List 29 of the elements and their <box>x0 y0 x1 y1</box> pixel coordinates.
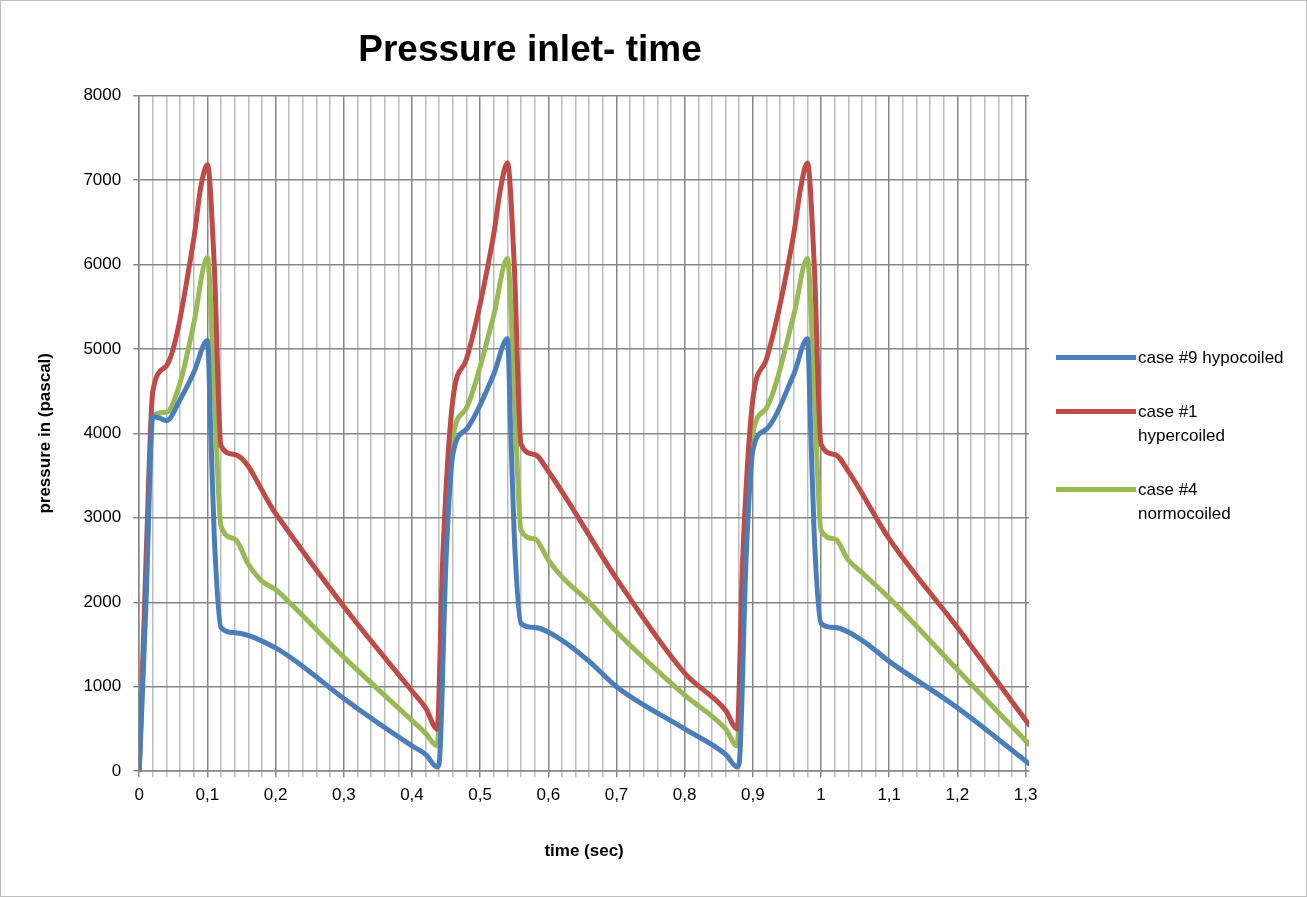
y-tick-label: 1000 <box>83 676 122 696</box>
y-tick-label: 4000 <box>83 422 122 442</box>
x-tick-label: 0,7 <box>604 785 629 805</box>
x-tick-label: 0,9 <box>741 785 765 805</box>
y-tick-label: 7000 <box>83 169 122 189</box>
x-tick-label: 0,6 <box>536 785 561 805</box>
x-tick-label: 0,1 <box>195 785 220 805</box>
x-tick-label: 0,4 <box>400 785 424 805</box>
x-tick-label: 0,3 <box>331 785 356 805</box>
x-axis-title: time (sec) <box>544 841 624 861</box>
x-tick-label: 1,1 <box>877 785 902 805</box>
x-tick-label: 0,2 <box>263 785 288 805</box>
x-tick-label: 0,5 <box>468 785 492 805</box>
y-tick-label: 2000 <box>83 591 122 611</box>
chart-title: Pressure inlet- time <box>358 28 702 70</box>
legend-label: case #9 hypocoiled <box>1138 347 1285 369</box>
y-tick-label: 6000 <box>83 254 122 274</box>
x-tick-label: 1 <box>816 785 826 805</box>
y-tick-label: 8000 <box>83 85 122 105</box>
y-axis-title: pressure in (pascal) <box>34 352 54 514</box>
y-tick-label: 0 <box>111 760 122 780</box>
x-tick-label: 0 <box>134 785 144 805</box>
y-tick-label: 3000 <box>83 507 122 527</box>
x-tick-label: 1,2 <box>945 785 970 805</box>
legend-label: case #1 hypercoiled <box>1138 401 1226 447</box>
x-tick-label: 1,3 <box>1013 785 1038 805</box>
legend-label: case #4 normocoiled <box>1138 479 1232 525</box>
x-tick-label: 0,8 <box>672 785 697 805</box>
y-tick-label: 5000 <box>83 338 122 358</box>
